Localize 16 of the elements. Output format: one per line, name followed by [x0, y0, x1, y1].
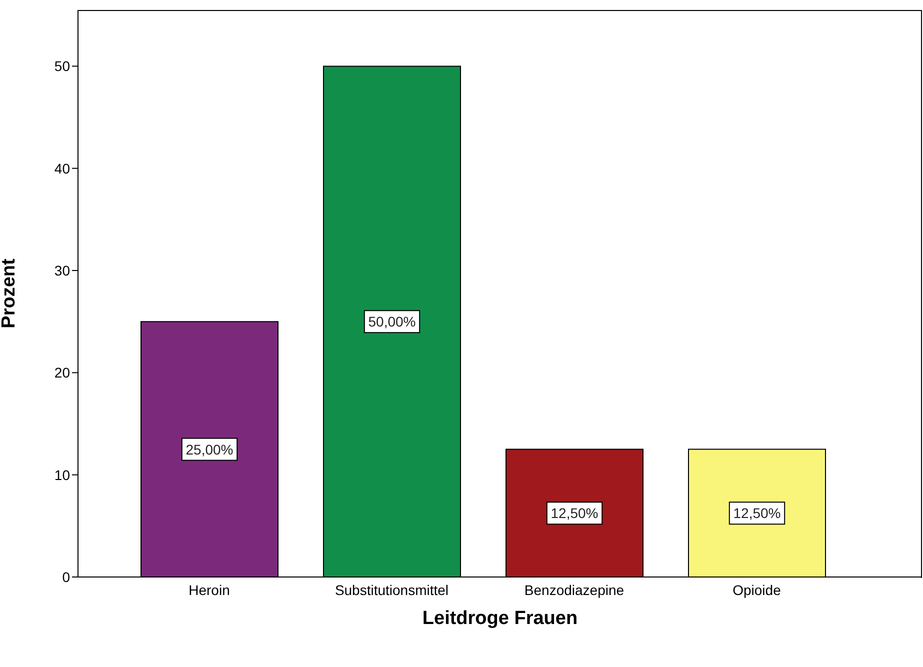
- y-tick-label: 50: [54, 58, 70, 74]
- data-label: 25,00%: [186, 441, 234, 458]
- x-axis-title: Leitdroge Frauen: [422, 608, 578, 629]
- y-tick-label: 0: [62, 568, 70, 585]
- x-tick-label: Benzodiazepine: [524, 582, 624, 598]
- y-tick-label: 20: [54, 364, 70, 381]
- x-tick-label: Heroin: [188, 582, 230, 598]
- data-label: 12,50%: [733, 505, 781, 522]
- y-tick-label: 10: [54, 466, 70, 483]
- data-label: 50,00%: [368, 314, 416, 330]
- data-label: 12,50%: [550, 505, 598, 522]
- x-tick-label: Substitutionsmittel: [334, 582, 449, 598]
- y-axis-title: Prozent: [0, 258, 20, 328]
- x-tick-label: Opioide: [732, 582, 782, 598]
- y-tick-label: 30: [54, 262, 70, 278]
- y-tick-label: 40: [54, 160, 70, 176]
